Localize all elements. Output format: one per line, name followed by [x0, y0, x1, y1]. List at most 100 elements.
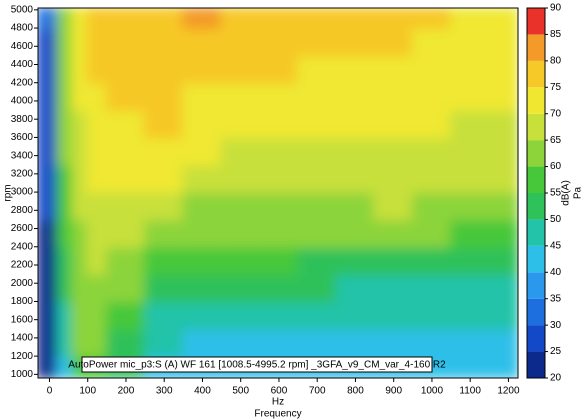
- heat-cell: [86, 109, 108, 139]
- heat-cell: [258, 27, 300, 57]
- y-tick-label: 2600: [11, 223, 34, 234]
- heat-cell: [38, 163, 59, 194]
- heat-cell: [258, 300, 300, 330]
- y-tick-label: 3000: [11, 187, 34, 198]
- heat-cell: [56, 81, 74, 112]
- heat-cell: [411, 81, 453, 112]
- colorbar-swatch: [527, 113, 545, 141]
- heat-cell: [488, 8, 518, 30]
- heat-cell: [258, 273, 300, 303]
- colorbar-swatch: [527, 351, 545, 378]
- heat-cell: [105, 300, 147, 330]
- heat-cell: [373, 81, 414, 112]
- heat-cell: [86, 273, 108, 303]
- y-tick-label: 4400: [11, 59, 34, 70]
- y-tick-label: 2000: [11, 278, 34, 289]
- heat-cell: [144, 8, 185, 30]
- heat-cell: [86, 218, 108, 248]
- y-axis-label: rpm: [3, 184, 14, 201]
- y-tick-label: 2200: [11, 260, 34, 271]
- heat-cell: [488, 300, 518, 330]
- y-tick-label: 1600: [11, 314, 34, 325]
- heat-cell: [373, 327, 414, 358]
- heat-cell: [56, 355, 74, 378]
- heatmap: [38, 8, 518, 378]
- heat-cell: [182, 136, 223, 166]
- colorbar-swatch: [527, 219, 545, 246]
- heat-cell: [488, 109, 518, 139]
- heat-cell: [71, 245, 89, 276]
- heat-cell: [488, 136, 518, 166]
- heat-cell: [56, 273, 74, 303]
- heat-cell: [71, 218, 89, 248]
- heat-cell: [220, 54, 261, 84]
- heat-cell: [38, 136, 59, 166]
- colorbar-swatch: [527, 140, 545, 167]
- x-tick-label: 100: [79, 386, 96, 397]
- x-tick-label: 400: [194, 386, 211, 397]
- heat-cell: [411, 245, 453, 276]
- heat-cell: [373, 54, 414, 84]
- colorbar-swatch: [527, 34, 545, 61]
- heat-cell: [38, 273, 59, 303]
- heat-cell: [56, 136, 74, 166]
- heat-cell: [450, 163, 491, 194]
- heat-cell: [258, 8, 300, 30]
- heat-cell: [71, 300, 89, 330]
- heat-cell: [258, 109, 300, 139]
- heat-cell: [335, 81, 376, 112]
- heat-cell: [105, 163, 147, 194]
- heat-cell: [488, 54, 518, 84]
- heat-cell: [38, 109, 59, 139]
- heat-cell: [297, 8, 338, 30]
- colorbar-swatch: [527, 245, 545, 273]
- heat-cell: [297, 27, 338, 57]
- heat-cell: [220, 27, 261, 57]
- heat-cell: [71, 327, 89, 358]
- heat-cell: [373, 245, 414, 276]
- x-tick-label: 700: [309, 386, 326, 397]
- heat-cell: [335, 27, 376, 57]
- heat-cell: [105, 245, 147, 276]
- heat-cell: [105, 273, 147, 303]
- heat-cell: [86, 27, 108, 57]
- heat-cell: [220, 245, 261, 276]
- heat-cell: [182, 273, 223, 303]
- heat-cell: [144, 81, 185, 112]
- heat-cell: [335, 245, 376, 276]
- heat-cell: [373, 218, 414, 248]
- annotation: AutoPower mic_p3:S (A) WF 161 [1008.5-49…: [68, 360, 446, 371]
- heat-cell: [297, 163, 338, 194]
- colorbar-tick-label: 65: [550, 135, 562, 146]
- y-tick-label: 4800: [11, 23, 34, 34]
- heat-cell: [258, 218, 300, 248]
- heat-cell: [86, 54, 108, 84]
- heat-cell: [450, 355, 491, 378]
- heat-cell: [335, 273, 376, 303]
- heat-cell: [144, 273, 185, 303]
- heat-cell: [335, 136, 376, 166]
- heat-cell: [450, 109, 491, 139]
- heat-cell: [56, 218, 74, 248]
- heat-cell: [144, 218, 185, 248]
- heat-cell: [488, 163, 518, 194]
- heat-cell: [450, 245, 491, 276]
- heat-cell: [411, 191, 453, 221]
- heat-cell: [373, 163, 414, 194]
- heat-cell: [182, 81, 223, 112]
- heat-cell: [335, 191, 376, 221]
- colorbar-swatch: [527, 193, 545, 220]
- y-tick-label: 4000: [11, 96, 34, 107]
- y-tick-label: 1800: [11, 296, 34, 307]
- heat-cell: [297, 218, 338, 248]
- heat-cell: [182, 300, 223, 330]
- heat-cell: [182, 54, 223, 84]
- heat-cell: [297, 300, 338, 330]
- heat-cell: [71, 54, 89, 84]
- heat-cell: [182, 27, 223, 57]
- heat-cell: [105, 327, 147, 358]
- heat-cell: [450, 54, 491, 84]
- heat-cell: [38, 81, 59, 112]
- heat-cell: [105, 27, 147, 57]
